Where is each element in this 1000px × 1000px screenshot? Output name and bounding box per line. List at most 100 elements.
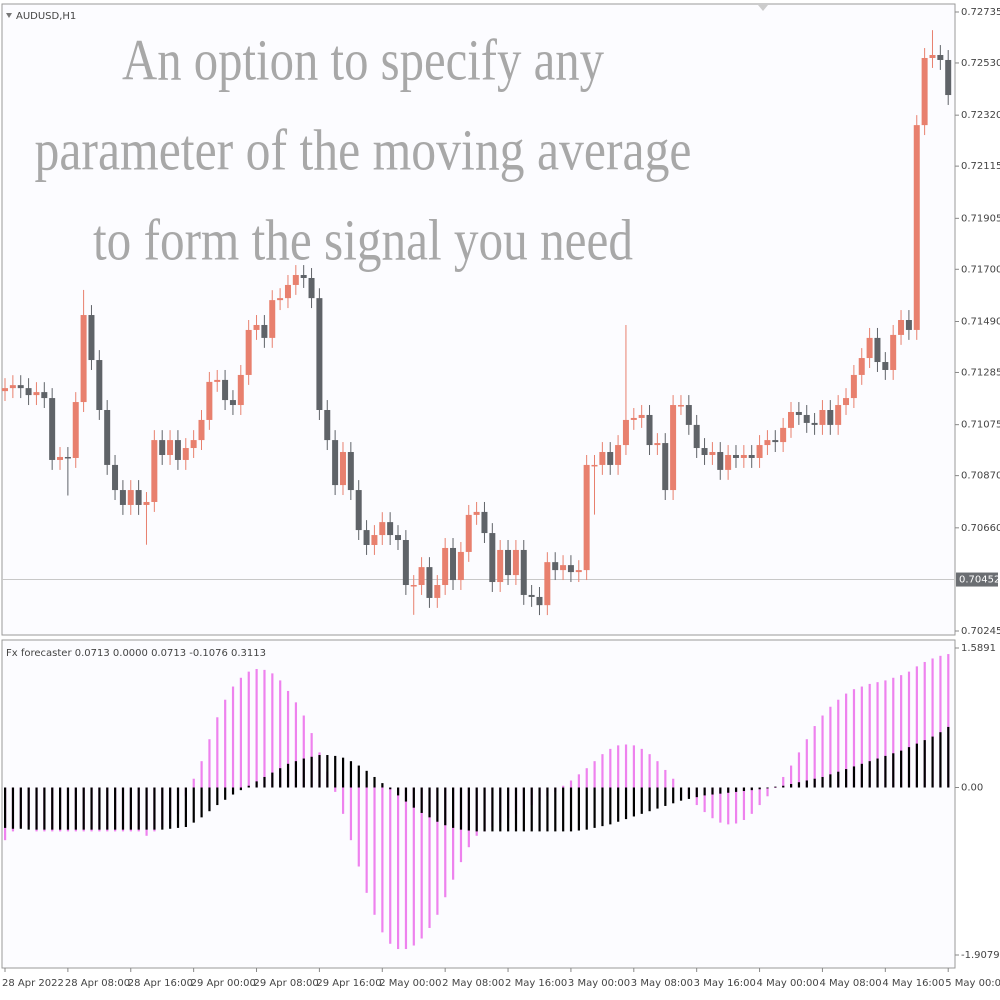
histogram-bar: [624, 787, 628, 820]
histogram-bar: [459, 787, 463, 830]
histogram-bar: [617, 745, 620, 788]
histogram-bar: [821, 715, 824, 788]
candle-body: [332, 440, 339, 486]
y-tick-label: 0.71490: [961, 317, 1000, 328]
histogram-bar: [829, 706, 832, 788]
x-tick-label: 5 May 00:00: [945, 978, 1000, 989]
candle-body: [284, 284, 291, 299]
histogram-bar: [436, 787, 439, 822]
histogram-bar: [35, 787, 38, 830]
candle-body: [442, 547, 449, 586]
histogram-bar: [271, 772, 274, 788]
candle-body: [827, 409, 834, 425]
histogram-bar: [365, 770, 368, 788]
candle-body: [685, 405, 692, 425]
candle-body: [190, 440, 197, 449]
indicator-panel: [1, 639, 956, 969]
menu-arrow: [6, 13, 12, 18]
candle-body: [701, 448, 708, 455]
candle-body: [17, 385, 24, 389]
annotation: An option to specify any: [122, 27, 604, 92]
histogram-bar: [514, 787, 518, 832]
histogram-bar: [837, 699, 840, 788]
histogram-bar: [766, 787, 769, 789]
candle-body: [732, 454, 739, 458]
candle-body: [49, 398, 56, 460]
histogram-bar: [208, 787, 211, 812]
histogram-bar: [609, 787, 612, 825]
candle-body: [410, 585, 417, 587]
histogram-bar: [648, 754, 651, 788]
histogram-bar: [782, 776, 785, 788]
histogram-bar: [758, 787, 761, 790]
histogram-bar: [664, 787, 667, 806]
candle-body: [725, 454, 732, 470]
histogram-bar: [389, 787, 392, 944]
histogram-bar: [444, 787, 447, 898]
candle-body: [9, 385, 16, 389]
histogram-bar: [562, 785, 565, 788]
histogram-bar: [184, 787, 187, 828]
candle-body: [677, 405, 684, 407]
histogram-bar: [711, 787, 714, 795]
candle-body: [748, 454, 755, 458]
histogram-bar: [467, 787, 470, 831]
histogram-bar: [404, 787, 408, 802]
candle-body: [654, 443, 661, 446]
histogram-bar: [145, 787, 148, 830]
histogram-bar: [813, 726, 816, 788]
histogram-bar: [412, 787, 415, 808]
histogram-bar: [475, 787, 478, 832]
candle-body: [402, 540, 409, 586]
histogram-bar: [349, 787, 353, 841]
histogram-bar: [632, 787, 635, 817]
histogram-bar: [640, 787, 643, 814]
histogram-bar: [892, 753, 895, 788]
histogram-bar: [436, 787, 439, 915]
candle-body: [182, 448, 189, 460]
candle-body: [72, 402, 79, 458]
candle-body: [890, 334, 897, 370]
y-tick-label: 1.5891: [961, 643, 996, 654]
histogram-bar: [286, 763, 290, 788]
candle-body: [874, 337, 881, 363]
candle-body: [261, 324, 268, 338]
histogram-bar: [664, 769, 667, 788]
histogram-bar: [593, 787, 596, 828]
candle-body: [835, 405, 842, 425]
candle-body: [481, 511, 488, 534]
candle-body: [709, 452, 716, 455]
histogram-bar: [562, 787, 565, 832]
histogram-bar: [231, 686, 235, 788]
candle-body: [457, 551, 464, 581]
y-tick-label: 0.72115: [961, 161, 1000, 172]
histogram-bar: [231, 787, 235, 795]
histogram-bar: [357, 787, 360, 867]
symbol-label: AUDUSD,H1: [16, 11, 76, 22]
candle-body: [764, 440, 771, 446]
histogram-bar: [224, 699, 227, 788]
histogram-bar: [137, 787, 140, 830]
histogram-bar: [601, 754, 604, 788]
candle-body: [591, 464, 598, 467]
histogram-bar: [216, 787, 219, 806]
histogram-bar: [813, 778, 816, 788]
candle-body: [913, 125, 920, 330]
histogram-bar: [727, 787, 730, 825]
histogram-bar: [334, 787, 337, 792]
histogram-bar: [106, 787, 109, 830]
histogram-bar: [939, 655, 942, 788]
candle-body: [206, 381, 213, 420]
histogram-bar: [483, 787, 486, 832]
shift-marker: [758, 5, 768, 11]
y-tick-label: 0.70870: [961, 471, 1000, 482]
histogram-bar: [829, 774, 832, 788]
histogram-bar: [672, 778, 675, 788]
x-tick-label: 3 May 16:00: [694, 978, 756, 989]
candle-body: [575, 570, 582, 573]
histogram-bar: [868, 761, 871, 788]
histogram-bar: [114, 787, 117, 830]
y-tick-label: 0.71285: [961, 367, 1000, 378]
candle-body: [151, 440, 158, 502]
candle-body: [756, 445, 763, 458]
